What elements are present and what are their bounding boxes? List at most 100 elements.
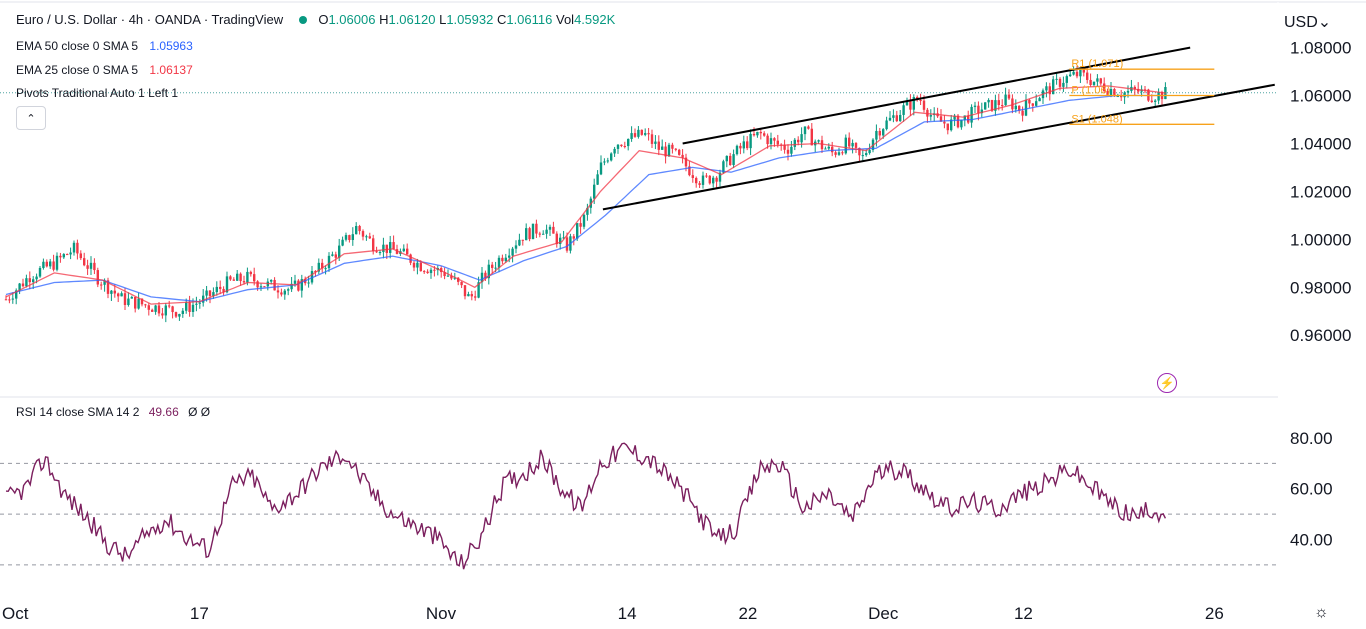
candle-body (66, 254, 69, 256)
candle-body (113, 290, 116, 294)
candle-body (474, 296, 477, 298)
candle-body (559, 237, 562, 245)
candle-body (521, 239, 524, 241)
candle-body (457, 277, 460, 282)
candle-body (848, 137, 851, 147)
candle-body (89, 262, 93, 269)
candle-body (297, 280, 300, 291)
candle-body (191, 304, 195, 312)
lower-channel-line[interactable] (602, 83, 1275, 211)
candle-body (688, 166, 691, 176)
price-tick-label: 1.02000 (1290, 182, 1351, 201)
price-axis-ticks: 1.08000 1.06000 1.04000 1.02000 1.00000 0.980… (1290, 39, 1351, 346)
candle-body (76, 242, 79, 254)
pivots-legend[interactable]: Pivots Traditional Auto 1 Left 1 (16, 86, 178, 100)
candle-body (501, 257, 504, 262)
upper-channel-line[interactable] (682, 46, 1191, 145)
candle-body (1028, 99, 1031, 104)
candle-body (878, 130, 881, 136)
candle-body (657, 141, 660, 150)
candle-body (1069, 74, 1072, 77)
time-tick-label: Oct (2, 604, 29, 623)
candle-body (582, 214, 586, 227)
candle-body (1024, 99, 1028, 116)
candle-body (62, 254, 65, 258)
candle-body (1045, 86, 1048, 91)
candle-body (729, 155, 732, 165)
candle-body (508, 255, 511, 258)
candle-body (256, 281, 259, 288)
candle-body (562, 237, 565, 239)
candle-body (528, 228, 531, 240)
candle-body (854, 142, 858, 148)
candle-body (225, 276, 229, 293)
candle-body (215, 286, 218, 293)
candle-body (633, 133, 637, 137)
candle-body (368, 236, 371, 239)
candle-body (433, 269, 436, 271)
candle-body (783, 144, 786, 150)
candle-body (831, 146, 834, 153)
candle-body (1031, 103, 1034, 106)
candle-body (576, 223, 579, 239)
candle-body (973, 105, 977, 107)
candle-body (487, 264, 490, 279)
candle-body (205, 290, 208, 296)
candle-body (514, 245, 518, 249)
candle-body (317, 262, 320, 272)
candle-body (1106, 91, 1109, 96)
candle-body (647, 133, 650, 135)
candle-body (1048, 86, 1051, 95)
candle-body (922, 100, 926, 110)
time-tick-label: 14 (618, 604, 637, 623)
time-tick-label: 17 (190, 604, 209, 623)
candle-body (171, 306, 174, 313)
ema50-label[interactable]: EMA 50 close 0 SMA 5 (16, 39, 139, 53)
ema25-legend[interactable]: EMA 25 close 0 SMA 5 1.06137 (16, 63, 193, 77)
rsi-pane[interactable]: 80.00 60.00 40.00 (0, 429, 1333, 570)
candle-body (1082, 68, 1085, 73)
candle-body (273, 279, 276, 291)
candle-body (674, 148, 677, 150)
candle-body (79, 253, 82, 259)
candle-body (712, 177, 715, 184)
candle-body (1099, 78, 1102, 84)
rsi-label[interactable]: RSI 14 close SMA 14 2 (16, 405, 140, 419)
settings-gear-icon[interactable]: ☼ (1314, 604, 1329, 621)
candle-body (402, 248, 405, 252)
candle-body (270, 279, 273, 282)
rsi-legend[interactable]: RSI 14 close SMA 14 2 49.66 Ø Ø (16, 405, 210, 419)
candle-body (232, 279, 235, 281)
symbol-legend[interactable]: Euro / U.S. Dollar · 4h · OANDA · Tradin… (16, 12, 615, 27)
candle-body (606, 160, 609, 162)
candle-body (446, 275, 450, 277)
candle-body (344, 235, 348, 240)
candle-body (722, 161, 725, 173)
candle-body (525, 228, 528, 241)
candle-body (1086, 72, 1089, 80)
candle-body (154, 305, 157, 312)
candle-body (45, 261, 48, 267)
candle-body (1021, 110, 1024, 116)
candle-body (1154, 100, 1157, 102)
candle-body (372, 238, 375, 252)
currency-selector[interactable]: USD⌄ (1284, 14, 1332, 31)
candle-body (140, 298, 144, 305)
lightning-icon[interactable]: ⚡ (1157, 373, 1177, 393)
symbol-title[interactable]: Euro / U.S. Dollar · 4h · OANDA · Tradin… (16, 12, 284, 27)
candle-body (963, 115, 966, 120)
candle-body (202, 295, 205, 303)
pivots-label[interactable]: Pivots Traditional Auto 1 Left 1 (16, 86, 179, 100)
candle-body (1092, 81, 1096, 85)
collapse-legend-button[interactable]: ⌃ (16, 106, 46, 130)
candle-body (664, 146, 667, 157)
volume-value: 4.592K (574, 12, 616, 27)
candle-body (406, 248, 409, 255)
candle-body (1103, 83, 1106, 92)
ema50-legend[interactable]: EMA 50 close 0 SMA 5 1.05963 (16, 39, 193, 53)
candle-body (222, 288, 225, 293)
ema25-label[interactable]: EMA 25 close 0 SMA 5 (16, 63, 139, 77)
candle-body (42, 261, 45, 268)
